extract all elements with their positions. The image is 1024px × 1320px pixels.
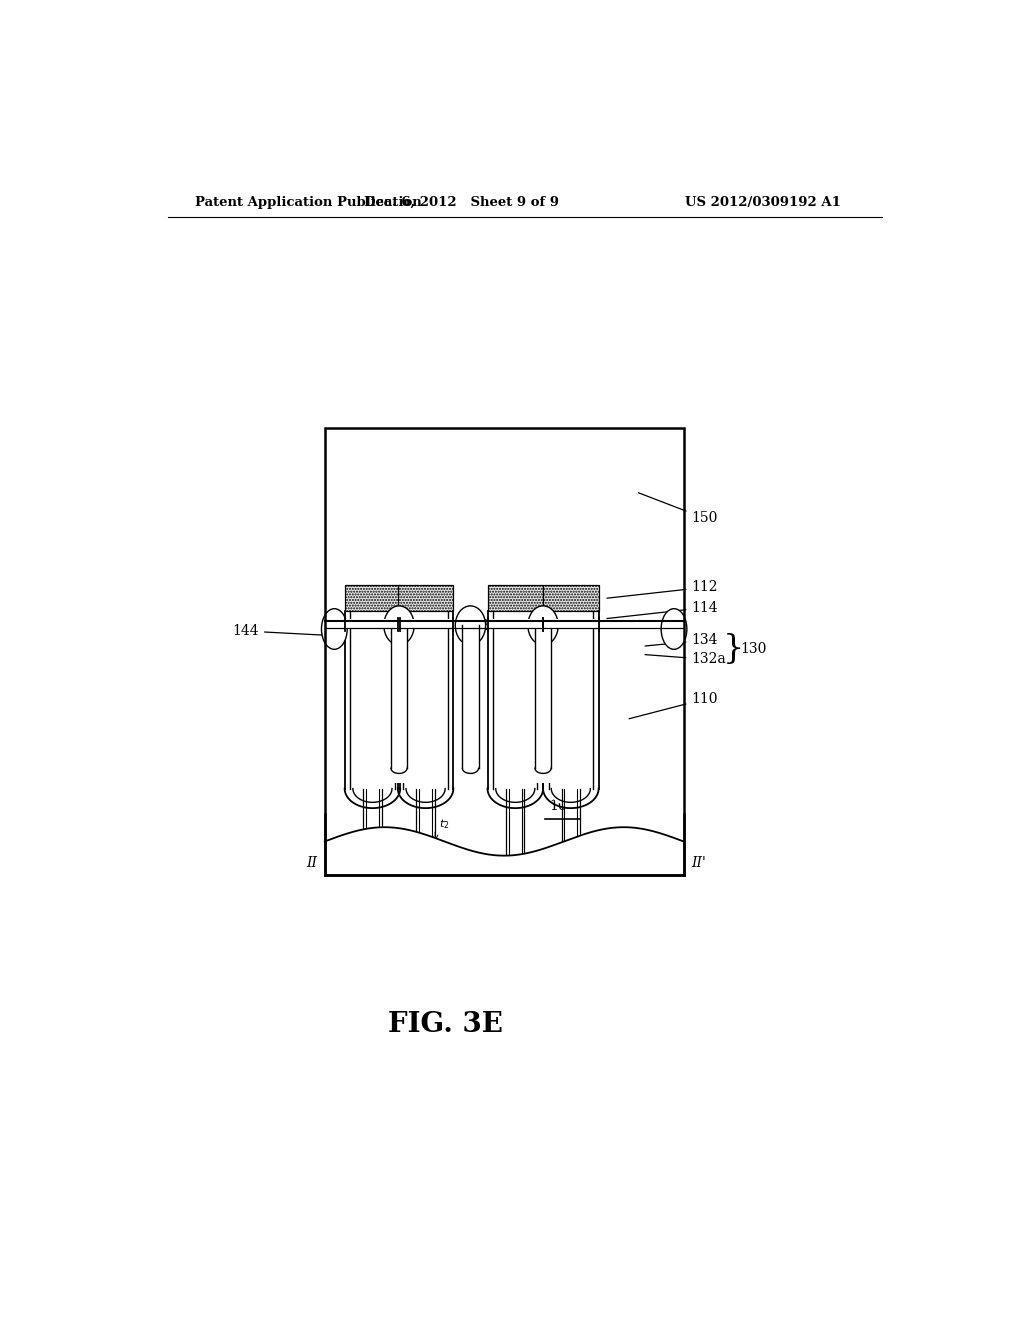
- Text: US 2012/0309192 A1: US 2012/0309192 A1: [685, 195, 841, 209]
- Bar: [419, 788, 432, 870]
- Bar: [397, 619, 455, 630]
- Bar: [325, 428, 684, 875]
- Text: II': II': [691, 855, 707, 870]
- Polygon shape: [403, 788, 447, 805]
- Bar: [494, 611, 538, 788]
- Bar: [344, 619, 401, 630]
- Bar: [397, 585, 454, 611]
- Text: FIG. 3E: FIG. 3E: [388, 1011, 503, 1038]
- Bar: [487, 611, 494, 788]
- Polygon shape: [535, 768, 551, 774]
- Bar: [391, 626, 408, 784]
- Bar: [447, 611, 454, 788]
- Polygon shape: [350, 788, 394, 805]
- Text: 100: 100: [550, 799, 577, 813]
- Text: 134: 134: [645, 634, 718, 647]
- Bar: [463, 626, 478, 784]
- Ellipse shape: [662, 609, 687, 649]
- Text: 150: 150: [639, 492, 718, 525]
- Bar: [593, 611, 599, 788]
- Text: Dec. 6, 2012   Sheet 9 of 9: Dec. 6, 2012 Sheet 9 of 9: [364, 195, 559, 209]
- Bar: [535, 626, 551, 784]
- Bar: [543, 585, 599, 611]
- Polygon shape: [463, 768, 478, 774]
- Text: 130: 130: [740, 643, 767, 656]
- Bar: [367, 788, 379, 870]
- Text: II: II: [306, 855, 316, 870]
- Polygon shape: [494, 788, 538, 805]
- Bar: [394, 611, 400, 788]
- Bar: [543, 619, 599, 630]
- Polygon shape: [391, 768, 408, 774]
- Text: }: }: [723, 634, 744, 665]
- Bar: [538, 611, 543, 788]
- Bar: [486, 619, 544, 630]
- Bar: [564, 788, 578, 870]
- Text: 112: 112: [607, 581, 718, 598]
- Ellipse shape: [528, 606, 558, 645]
- Bar: [397, 611, 403, 788]
- Bar: [325, 428, 684, 585]
- Bar: [350, 611, 394, 788]
- Text: 114: 114: [607, 601, 718, 619]
- Bar: [345, 585, 400, 611]
- Polygon shape: [549, 788, 593, 805]
- Text: 142: 142: [464, 619, 490, 634]
- Ellipse shape: [384, 606, 414, 645]
- Bar: [403, 611, 447, 788]
- Ellipse shape: [456, 606, 485, 645]
- Text: $t_1$: $t_1$: [444, 611, 455, 624]
- Bar: [487, 585, 543, 611]
- Text: 144: 144: [232, 624, 340, 638]
- Bar: [325, 428, 684, 875]
- Text: $t_2$: $t_2$: [439, 817, 450, 832]
- Text: Patent Application Publication: Patent Application Publication: [196, 195, 422, 209]
- Bar: [325, 628, 684, 875]
- Text: 110: 110: [629, 692, 718, 719]
- Text: 132a: 132a: [645, 652, 726, 667]
- Bar: [543, 611, 549, 788]
- Bar: [509, 788, 521, 870]
- Bar: [345, 611, 350, 788]
- Bar: [549, 611, 593, 788]
- Ellipse shape: [322, 609, 347, 649]
